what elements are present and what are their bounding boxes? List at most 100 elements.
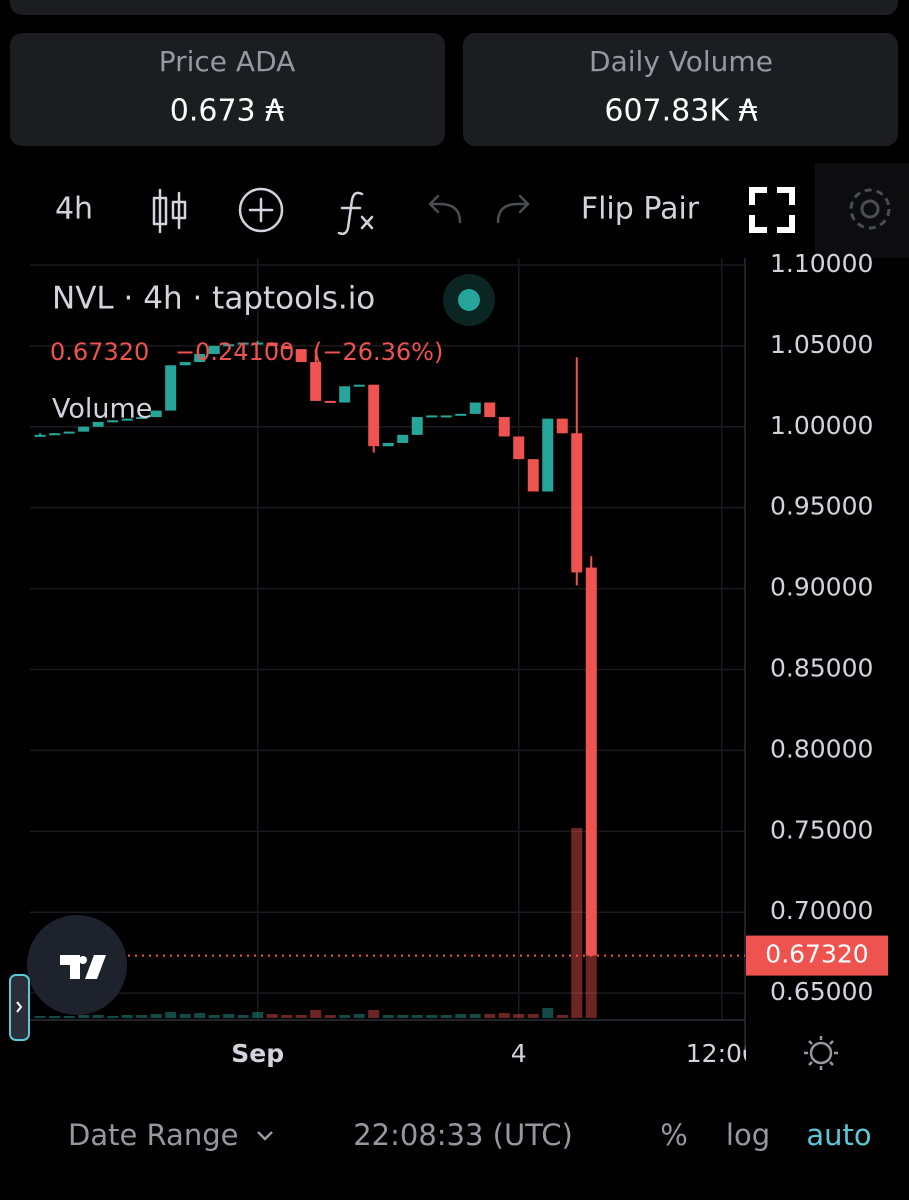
volume-bar	[484, 1014, 496, 1018]
dropdown-arrow	[257, 1131, 273, 1141]
candle-body	[571, 433, 583, 573]
volume-bar	[310, 1010, 322, 1018]
y-tick-label: 1.00000	[770, 411, 873, 440]
volume-bar	[469, 1014, 481, 1018]
x-tick-label: Sep	[231, 1039, 284, 1068]
candle-body	[92, 421, 104, 427]
y-tick-label: 0.75000	[770, 815, 873, 844]
x-tick-label: 12:00	[686, 1039, 758, 1068]
x-tick-label: 4	[511, 1039, 527, 1068]
settings-button[interactable]	[849, 188, 891, 230]
volume-bar	[208, 1015, 220, 1018]
candle-body	[49, 433, 61, 436]
candle-body	[339, 386, 351, 403]
volume-bar	[585, 955, 597, 1018]
candle-body	[542, 418, 554, 492]
candle-body	[179, 362, 191, 366]
y-tick-label: 0.70000	[770, 896, 873, 925]
top-card	[10, 0, 898, 15]
volume-bar	[455, 1014, 467, 1018]
last-price-label: 0.67320	[765, 940, 868, 969]
candle-body	[411, 417, 423, 435]
candle-body	[397, 434, 409, 443]
legend-volume: Volume	[52, 394, 152, 425]
fx-button[interactable]	[337, 191, 374, 236]
candle-body	[237, 342, 249, 345]
volume-bar	[107, 1016, 119, 1018]
volume-bar	[237, 1015, 249, 1018]
candle-body	[324, 400, 336, 403]
candle-body	[136, 417, 148, 420]
volume-bar	[165, 1012, 177, 1018]
legend-price: 0.67320	[50, 338, 149, 366]
auto-button[interactable]: auto	[806, 1118, 871, 1152]
chart-type-button[interactable]	[152, 188, 187, 234]
log-button[interactable]: log	[726, 1118, 770, 1152]
stat-card	[10, 33, 445, 146]
stat-card	[463, 33, 898, 146]
clock: 22:08:33 (UTC)	[353, 1118, 573, 1152]
last-price-box	[746, 935, 888, 976]
y-tick-label: 0.65000	[770, 977, 873, 1006]
candle-body	[266, 342, 278, 346]
candle-body	[353, 384, 365, 387]
volume-bar	[513, 1014, 525, 1018]
interval-button[interactable]: 4h	[55, 192, 93, 227]
volume-bar	[527, 1014, 539, 1018]
flip-pair-button[interactable]: Flip Pair	[581, 192, 700, 227]
candle-body	[150, 410, 162, 418]
volume-bar	[368, 1010, 380, 1018]
candle-body	[426, 415, 438, 418]
plot-area: 0.65000 0.70000 0.75000 0.80000 0.85000 0.900…	[30, 249, 888, 1068]
stat-value: 0.673 ₳	[170, 94, 285, 129]
volume-bar	[295, 1015, 307, 1018]
candle-body	[208, 345, 220, 354]
timezone-settings[interactable]	[804, 1036, 838, 1070]
volume-bar	[440, 1015, 452, 1018]
redo-button[interactable]	[496, 194, 530, 224]
candle-body	[121, 418, 133, 421]
candle-body	[194, 353, 206, 363]
candle-body	[527, 459, 539, 492]
volume-bar	[78, 1015, 90, 1018]
date-range-button[interactable]: Date Range	[68, 1118, 238, 1152]
volume-bar	[92, 1015, 104, 1018]
y-tick-label: 0.95000	[770, 492, 873, 521]
stat-value: 607.83K ₳	[604, 94, 757, 129]
volume-bar	[266, 1014, 278, 1018]
candle-body	[223, 344, 235, 347]
candle-body	[252, 342, 264, 345]
candle-body	[78, 426, 90, 432]
volume-bar	[136, 1015, 148, 1018]
candle-body	[585, 567, 597, 956]
percent-button[interactable]: %	[660, 1118, 688, 1152]
undo-button[interactable]	[428, 194, 462, 224]
candle-body	[498, 417, 510, 437]
candle-body	[440, 415, 452, 418]
volume-bar	[63, 1016, 75, 1018]
candle-body	[382, 442, 394, 447]
candle-body	[34, 434, 46, 437]
y-tick-label: 0.90000	[770, 573, 873, 602]
volume-bar	[542, 1008, 554, 1018]
candle-body	[63, 431, 75, 434]
fullscreen-button[interactable]	[749, 187, 795, 233]
volume-bar	[382, 1015, 394, 1018]
volume-bar	[194, 1013, 206, 1018]
volume-bar	[411, 1015, 423, 1018]
indicator-button[interactable]	[238, 187, 284, 233]
volume-bar	[223, 1014, 235, 1018]
volume-bar	[34, 1016, 46, 1018]
y-tick-label: 0.85000	[770, 654, 873, 683]
candle-body	[107, 420, 119, 423]
y-tick-label: 1.10000	[770, 249, 873, 278]
candle-body	[295, 349, 307, 363]
volume-bar	[150, 1014, 162, 1018]
volume-bar	[353, 1014, 365, 1018]
logo-mark	[60, 955, 106, 979]
volume-bar	[397, 1015, 409, 1018]
volume-bar	[339, 1015, 351, 1018]
stat-label: Daily Volume	[589, 45, 773, 78]
